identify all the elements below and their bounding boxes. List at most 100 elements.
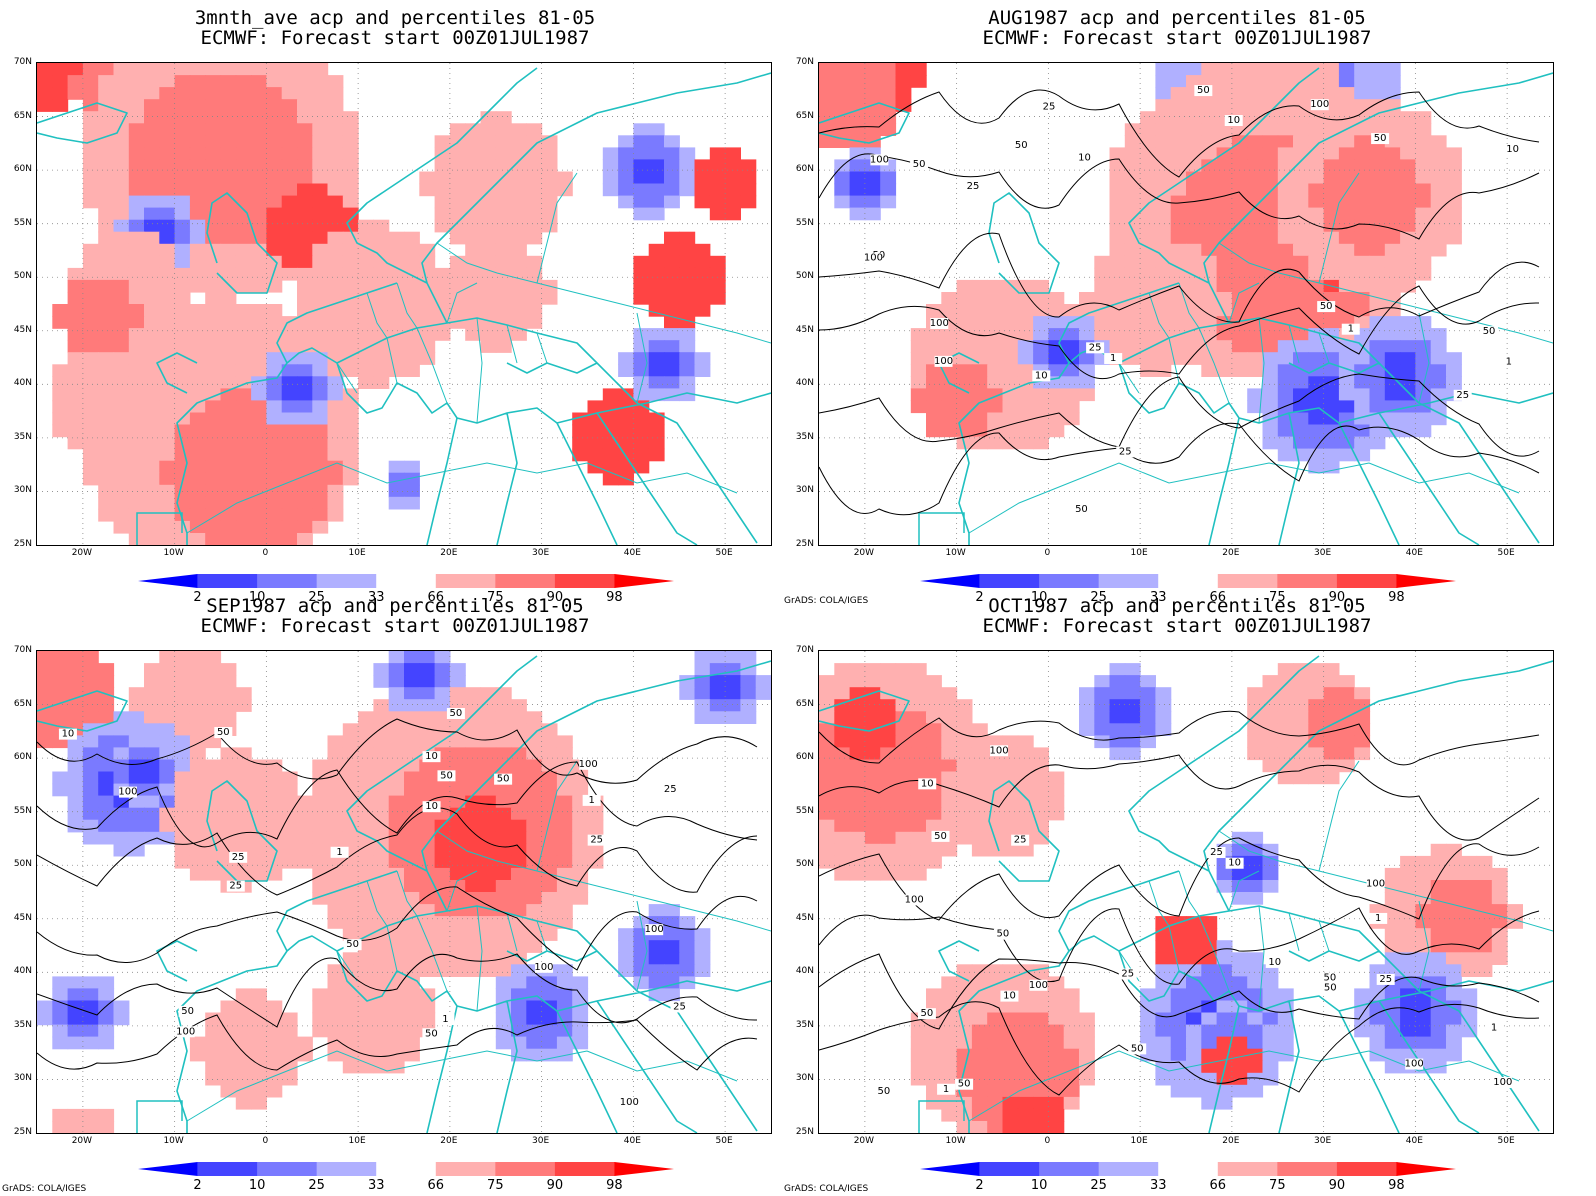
shade-cell [1048, 1024, 1065, 1038]
shade-cell [98, 496, 115, 510]
shade-cell [1369, 207, 1386, 221]
shade-cell [159, 412, 176, 426]
shade-cell [971, 388, 988, 402]
shade-cell [1063, 376, 1080, 389]
contour-line [819, 907, 1540, 985]
shade-cell [159, 533, 176, 545]
shade-cell [235, 448, 252, 462]
shade-cell [388, 1036, 405, 1050]
shade-cell [910, 1048, 927, 1062]
shade-cell [342, 904, 359, 917]
shade-cell [1124, 159, 1141, 173]
shade-cell [342, 735, 359, 749]
shade-cell [465, 243, 482, 257]
shade-cell [971, 400, 988, 414]
shade-cell [511, 1012, 527, 1026]
shade-cell [189, 207, 206, 221]
contour-line [819, 837, 1540, 921]
shade-cell [220, 1000, 237, 1014]
shade-cell [1048, 1000, 1065, 1014]
lon-label: 20E [1222, 1136, 1240, 1146]
shade-cell [98, 988, 115, 1002]
shade-cell [864, 75, 881, 88]
shade-cell [1048, 1060, 1065, 1074]
shade-cell [941, 747, 958, 761]
shade-cell [266, 243, 283, 257]
shade-cell [1216, 171, 1233, 185]
shade-cell [648, 424, 665, 438]
shade-cell [864, 735, 881, 749]
shade-cell [189, 1036, 206, 1050]
shade-cell [971, 304, 988, 317]
shade-cell [98, 1108, 115, 1122]
shade-cell [266, 436, 283, 450]
shade-cell [327, 147, 344, 161]
contour-label-bg [1376, 973, 1395, 985]
shade-cell [52, 1121, 69, 1133]
shade-cell [67, 412, 84, 426]
shade-cell [404, 892, 420, 905]
shade-cell [220, 400, 237, 414]
shade-cell [358, 255, 374, 269]
shade-cell [1140, 735, 1156, 749]
shade-cell [556, 880, 573, 893]
shade-cell [1369, 243, 1386, 257]
shade-cell [1415, 171, 1432, 185]
coastline-fragment [918, 512, 965, 545]
shade-cell [956, 976, 973, 990]
shade-cell [189, 135, 206, 148]
lat-label: 25N [13, 539, 32, 549]
shade-cell [205, 687, 222, 700]
shade-cell [312, 207, 329, 221]
shade-cell [159, 675, 176, 688]
shade-cell [82, 699, 99, 712]
shade-cell [419, 867, 436, 881]
contour-label-bg [1341, 323, 1360, 335]
shade-cell [480, 723, 497, 736]
shade-cell [987, 304, 1004, 317]
shade-cell [1247, 388, 1264, 402]
shade-cell [1201, 304, 1218, 317]
shade-cell [82, 1121, 99, 1133]
shade-cell [52, 687, 69, 700]
shade-cell [419, 183, 436, 197]
shade-cell [1430, 400, 1447, 414]
shade-cell [434, 207, 451, 221]
shade-cell [849, 87, 866, 100]
shade-cell [618, 195, 634, 209]
shade-cell [189, 855, 206, 869]
shade-cell [1247, 735, 1264, 749]
shade-cell [82, 795, 99, 809]
shade-cell [926, 328, 942, 341]
shade-cell [174, 171, 191, 185]
shade-cell [235, 340, 252, 353]
shade-cell [37, 711, 53, 724]
shade-cell [434, 699, 451, 712]
contour-label: 50 [440, 770, 453, 781]
shade-cell [113, 219, 130, 233]
shade-cell [618, 460, 634, 474]
contour-label: 50 [450, 708, 463, 719]
shade-cell [602, 448, 619, 462]
shade-cell [235, 460, 252, 474]
shade-cell [1323, 412, 1340, 426]
shade-cell [1338, 183, 1355, 197]
shade-cell [1170, 304, 1187, 317]
shade-cell [327, 508, 344, 522]
shade-cell [1109, 255, 1126, 269]
shade-cell [297, 819, 313, 833]
lat-label: 65N [795, 110, 814, 121]
shade-cell [1017, 735, 1034, 749]
shade-cell [327, 904, 344, 917]
shade-cell [388, 795, 405, 809]
shade-cell [1384, 916, 1401, 929]
shade-cell [98, 376, 115, 389]
shade-cell [1247, 304, 1264, 317]
shade-cell [664, 159, 680, 173]
shade-cell [312, 807, 329, 821]
shade-cell [679, 147, 696, 161]
shade-cell [1155, 687, 1172, 700]
shade-cell [849, 711, 866, 724]
shade-cell [526, 1048, 543, 1062]
shade-cell [205, 843, 222, 857]
